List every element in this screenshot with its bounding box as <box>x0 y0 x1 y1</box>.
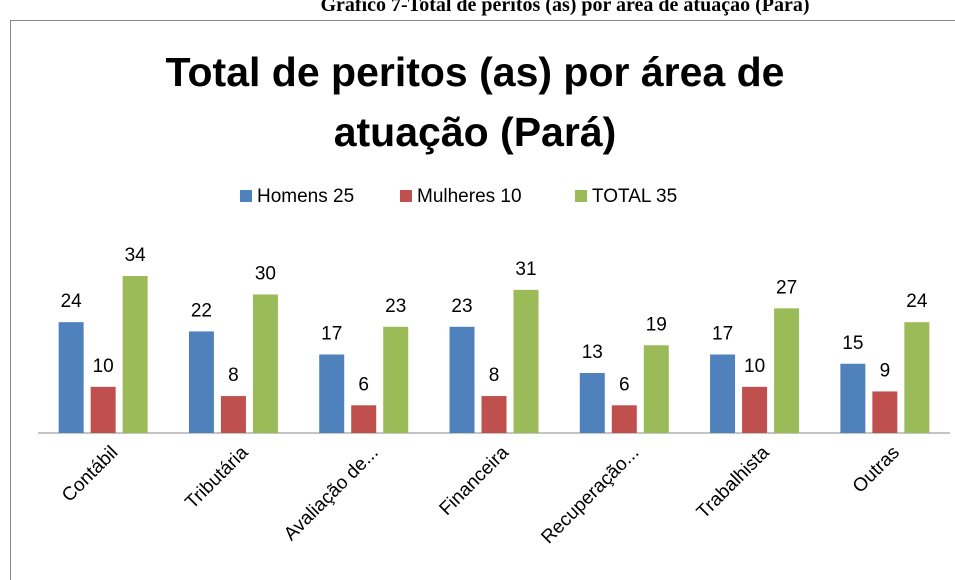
data-label: 19 <box>646 314 667 335</box>
data-label: 6 <box>619 374 630 395</box>
x-tick-label: Outras <box>849 442 904 497</box>
chart-border <box>10 20 955 580</box>
legend-label: Mulheres 10 <box>417 186 522 207</box>
data-label: 17 <box>321 324 342 345</box>
bar <box>220 396 246 433</box>
bar <box>579 372 605 433</box>
data-label: 13 <box>582 342 603 363</box>
data-label: 34 <box>125 245 147 266</box>
data-label: 27 <box>776 277 797 298</box>
bar <box>481 396 507 433</box>
bar <box>449 326 475 433</box>
bar <box>252 294 278 433</box>
data-label: 9 <box>880 360 891 381</box>
data-label: 10 <box>744 356 765 377</box>
chart-title: Total de peritos (as) por área de atuaçã… <box>165 49 785 155</box>
legend-swatch <box>575 190 587 202</box>
bar <box>58 322 84 433</box>
bar <box>774 308 800 433</box>
bar <box>319 354 345 433</box>
x-tick-label: Financeira <box>435 442 513 520</box>
bar <box>188 331 214 433</box>
data-label: 6 <box>358 374 369 395</box>
data-label: 17 <box>712 324 733 345</box>
data-label: 24 <box>906 291 928 312</box>
data-label: 31 <box>515 259 536 280</box>
bar <box>122 276 148 433</box>
legend-swatch <box>400 190 412 202</box>
legend-swatch <box>240 190 252 202</box>
bar <box>742 386 768 433</box>
bar <box>383 326 409 433</box>
bar <box>90 386 116 433</box>
data-label: 8 <box>228 365 239 386</box>
x-tick-label: Recuperação... <box>537 442 643 548</box>
data-label: 24 <box>61 291 83 312</box>
bar <box>611 405 637 433</box>
x-tick-label: Contábil <box>58 442 122 506</box>
bar <box>872 391 898 433</box>
legend-label: TOTAL 35 <box>592 186 677 207</box>
data-label: 30 <box>255 263 276 284</box>
bar <box>710 354 736 433</box>
caption: Gráfico 7-Total de peritos (as) por área… <box>320 0 810 16</box>
bar <box>840 363 866 433</box>
data-label: 8 <box>489 365 500 386</box>
x-tick-label: Tributária <box>181 442 252 513</box>
bar <box>643 345 669 433</box>
data-label: 15 <box>842 333 863 354</box>
data-label: 23 <box>451 296 472 317</box>
bar <box>513 289 539 433</box>
data-label: 10 <box>93 356 114 377</box>
bar <box>904 322 930 433</box>
data-label: 23 <box>385 296 406 317</box>
x-tick-label: Trabalhista <box>693 442 774 523</box>
x-tick-label: Avaliação de... <box>280 442 383 545</box>
legend-label: Homens 25 <box>257 186 354 207</box>
bar <box>351 405 377 433</box>
data-label: 22 <box>191 300 212 321</box>
